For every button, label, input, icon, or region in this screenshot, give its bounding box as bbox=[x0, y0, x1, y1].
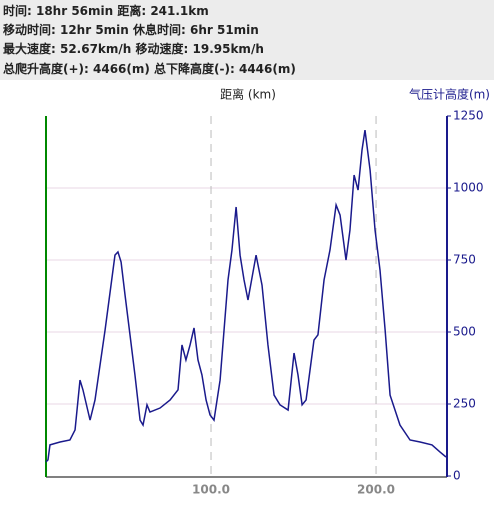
y-tick-label: 500 bbox=[453, 325, 476, 339]
y-tick-label: 0 bbox=[453, 469, 461, 483]
stat-line: 总爬升高度(+): 4466(m) 总下降高度(-): 4446(m) bbox=[3, 62, 296, 76]
stat-line: 时间: 18hr 56min 距离: 241.1km bbox=[3, 4, 209, 18]
y-axis-label: 气压计高度(m) bbox=[409, 87, 490, 102]
elevation-line bbox=[45, 130, 447, 463]
stat-line: 最大速度: 52.67km/h 移动速度: 19.95km/h bbox=[3, 42, 264, 56]
x-axis-label: 距离 (km) bbox=[220, 87, 276, 102]
y-tick-label: 250 bbox=[453, 397, 476, 411]
x-tick-label: 200.0 bbox=[357, 483, 395, 497]
y-tick-label: 750 bbox=[453, 253, 476, 267]
y-tick-label: 1000 bbox=[453, 181, 484, 195]
y-tick-label: 1250 bbox=[453, 109, 484, 123]
stat-line: 移动时间: 12hr 5min 休息时间: 6hr 51min bbox=[3, 23, 259, 37]
x-tick-label: 100.0 bbox=[192, 483, 230, 497]
stats-header: 时间: 18hr 56min 距离: 241.1km 移动时间: 12hr 5m… bbox=[0, 0, 494, 80]
